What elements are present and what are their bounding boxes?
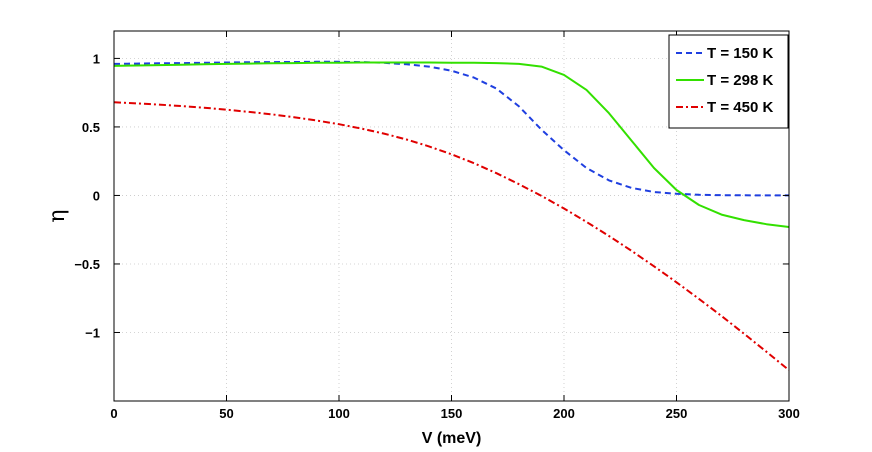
x-tick-label: 300	[778, 406, 800, 421]
x-tick-label: 150	[441, 406, 463, 421]
x-tick-label: 50	[219, 406, 233, 421]
legend-entry: T = 450 K	[707, 99, 773, 116]
legend: T = 150 K T = 298 K T = 450 K	[668, 34, 789, 129]
x-tick-label: 200	[553, 406, 575, 421]
x-tick-label: 250	[666, 406, 688, 421]
series-line-2	[113, 61, 790, 228]
series-line-1	[113, 60, 789, 197]
y-axis-label: η	[45, 209, 70, 222]
y-tick-label: −0.5	[74, 257, 100, 272]
series-lines	[113, 60, 790, 371]
legend-box	[668, 34, 789, 129]
grid-lines	[114, 31, 789, 401]
y-tick-label: 1	[93, 51, 100, 66]
legend-entry: T = 298 K	[707, 72, 773, 89]
y-tick-label: 0.5	[82, 120, 100, 135]
tick-labels: 0 50 100 150 200 250 300 −1 −0.5 0 0.5 1	[74, 51, 800, 421]
x-tick-label: 0	[110, 406, 117, 421]
y-tick-label: 0	[93, 188, 100, 203]
legend-entry: T = 150 K	[707, 45, 773, 62]
series-line-3	[113, 101, 790, 371]
y-tick-label: −1	[85, 325, 100, 340]
axis-ticks	[113, 31, 790, 401]
x-axis-label: V (meV)	[422, 430, 482, 447]
x-tick-label: 100	[328, 406, 350, 421]
